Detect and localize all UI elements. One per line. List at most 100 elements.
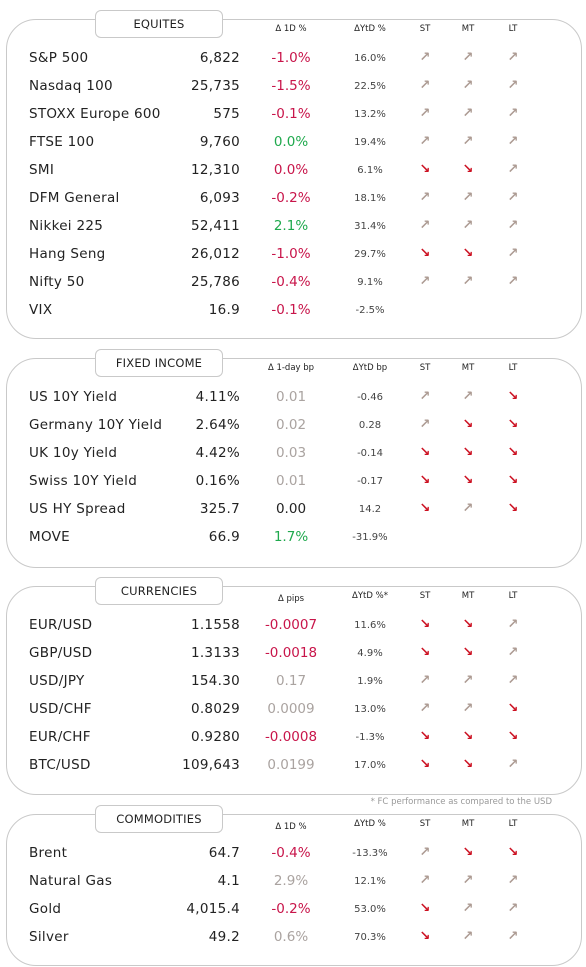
- table-row[interactable]: Nasdaq 100 25,735 -1.5% 22.5% ↗ ↗ ↗: [0, 72, 586, 100]
- table-row[interactable]: UK 10y Yield 4.42% 0.03 -0.14 ↘ ↘ ↘: [0, 439, 586, 467]
- table-row[interactable]: STOXX Europe 600 575 -0.1% 13.2% ↗ ↗ ↗: [0, 100, 586, 128]
- last-value: 64.7: [208, 845, 240, 861]
- table-row[interactable]: MOVE 66.9 1.7% -31.9%: [0, 523, 586, 551]
- daily-change: 0.00: [275, 501, 307, 517]
- col-st-header: ST: [419, 591, 431, 601]
- table-row[interactable]: S&P 500 6,822 -1.0% 16.0% ↗ ↗ ↗: [0, 44, 586, 72]
- table-row[interactable]: Gold 4,015.4 -0.2% 53.0% ↘ ↗ ↗: [0, 895, 586, 923]
- commodities-title: COMMODITIES: [95, 805, 223, 833]
- ytd-change: 11.6%: [354, 620, 386, 631]
- daily-change: 0.17: [275, 673, 307, 689]
- table-row[interactable]: EUR/CHF 0.9280 -0.0008 -1.3% ↘ ↘ ↘: [0, 723, 586, 751]
- daily-change: -0.1%: [271, 106, 311, 122]
- trend-up-arrow-icon: ↗: [462, 134, 474, 149]
- table-row[interactable]: GBP/USD 1.3133 -0.0018 4.9% ↘ ↘ ↗: [0, 639, 586, 667]
- table-row[interactable]: Swiss 10Y Yield 0.16% 0.01 -0.17 ↘ ↘ ↘: [0, 467, 586, 495]
- trend-down-arrow-icon: ↘: [462, 162, 474, 177]
- table-row[interactable]: Brent 64.7 -0.4% -13.3% ↗ ↘ ↘: [0, 839, 586, 867]
- trend-up-arrow-icon: ↗: [507, 873, 519, 888]
- table-row[interactable]: US 10Y Yield 4.11% 0.01 -0.46 ↗ ↗ ↘: [0, 383, 586, 411]
- ytd-change: 18.1%: [354, 193, 386, 204]
- daily-change: 2.1%: [273, 218, 309, 234]
- daily-change: -0.0008: [264, 729, 318, 745]
- trend-down-arrow-icon: ↘: [507, 701, 519, 716]
- trend-down-arrow-icon: ↘: [419, 473, 431, 488]
- daily-change: -0.4%: [271, 845, 311, 861]
- trend-down-arrow-icon: ↘: [419, 617, 431, 632]
- table-row[interactable]: USD/CHF 0.8029 0.0009 13.0% ↗ ↗ ↘: [0, 695, 586, 723]
- ytd-change: -1.3%: [355, 732, 385, 743]
- instrument-name: MOVE: [29, 529, 71, 545]
- table-row[interactable]: US HY Spread 325.7 0.00 14.2 ↘ ↗ ↘: [0, 495, 586, 523]
- trend-up-arrow-icon: ↗: [419, 50, 431, 65]
- ytd-change: 1.9%: [357, 676, 383, 687]
- table-row[interactable]: Natural Gas 4.1 2.9% 12.1% ↗ ↗ ↗: [0, 867, 586, 895]
- ytd-change: -13.3%: [352, 848, 388, 859]
- trend-up-arrow-icon: ↗: [462, 218, 474, 233]
- instrument-name: EUR/USD: [29, 617, 93, 633]
- trend-up-arrow-icon: ↗: [507, 106, 519, 121]
- last-value: 575: [213, 106, 240, 122]
- trend-down-arrow-icon: ↘: [507, 729, 519, 744]
- last-value: 25,786: [190, 274, 240, 290]
- ytd-change: 29.7%: [354, 249, 386, 260]
- last-value: 12,310: [190, 162, 240, 178]
- ytd-change: 13.0%: [354, 704, 386, 715]
- trend-down-arrow-icon: ↘: [462, 246, 474, 261]
- daily-change: -0.0007: [264, 617, 318, 633]
- last-value: 26,012: [190, 246, 240, 262]
- last-value: 9,760: [199, 134, 240, 150]
- ytd-change: 14.2: [358, 504, 382, 515]
- instrument-name: Germany 10Y Yield: [29, 417, 163, 433]
- daily-change: -1.0%: [271, 50, 311, 66]
- col-ytd-header: ΔYtD %: [354, 819, 386, 829]
- table-row[interactable]: FTSE 100 9,760 0.0% 19.4% ↗ ↗ ↗: [0, 128, 586, 156]
- instrument-name: FTSE 100: [29, 134, 95, 150]
- instrument-name: US HY Spread: [29, 501, 126, 517]
- daily-change: 0.0009: [267, 701, 315, 717]
- trend-up-arrow-icon: ↗: [419, 417, 431, 432]
- daily-change: 0.03: [275, 445, 307, 461]
- last-value: 49.2: [208, 929, 240, 945]
- last-value: 1.3133: [190, 645, 240, 661]
- table-row[interactable]: Silver 49.2 0.6% 70.3% ↘ ↗ ↗: [0, 923, 586, 951]
- col-st-header: ST: [419, 819, 431, 829]
- last-value: 4.11%: [195, 389, 240, 405]
- trend-down-arrow-icon: ↘: [462, 473, 474, 488]
- trend-up-arrow-icon: ↗: [462, 929, 474, 944]
- trend-down-arrow-icon: ↘: [507, 445, 519, 460]
- table-row[interactable]: Hang Seng 26,012 -1.0% 29.7% ↘ ↘ ↗: [0, 240, 586, 268]
- ytd-change: 31.4%: [354, 221, 386, 232]
- col-ytd-header: ΔYtD %*: [352, 591, 388, 601]
- currencies-panel: [6, 586, 582, 795]
- trend-up-arrow-icon: ↗: [419, 845, 431, 860]
- daily-change: 2.9%: [273, 873, 309, 889]
- trend-down-arrow-icon: ↘: [419, 929, 431, 944]
- col-mt-header: MT: [461, 591, 475, 601]
- table-row[interactable]: VIX 16.9 -0.1% -2.5%: [0, 296, 586, 324]
- table-row[interactable]: Nikkei 225 52,411 2.1% 31.4% ↗ ↗ ↗: [0, 212, 586, 240]
- trend-up-arrow-icon: ↗: [419, 134, 431, 149]
- ytd-change: -2.5%: [355, 305, 385, 316]
- trend-up-arrow-icon: ↗: [419, 106, 431, 121]
- table-row[interactable]: USD/JPY 154.30 0.17 1.9% ↗ ↗ ↗: [0, 667, 586, 695]
- instrument-name: Brent: [29, 845, 68, 861]
- ytd-change: 16.0%: [354, 53, 386, 64]
- table-row[interactable]: Germany 10Y Yield 2.64% 0.02 0.28 ↗ ↘ ↘: [0, 411, 586, 439]
- table-row[interactable]: SMI 12,310 0.0% 6.1% ↘ ↘ ↗: [0, 156, 586, 184]
- last-value: 6,822: [199, 50, 240, 66]
- trend-up-arrow-icon: ↗: [462, 190, 474, 205]
- last-value: 66.9: [208, 529, 240, 545]
- table-row[interactable]: DFM General 6,093 -0.2% 18.1% ↗ ↗ ↗: [0, 184, 586, 212]
- col-ytd-header: ΔYtD %: [354, 24, 386, 34]
- col-st-header: ST: [419, 363, 431, 373]
- table-row[interactable]: BTC/USD 109,643 0.0199 17.0% ↘ ↘ ↗: [0, 751, 586, 779]
- trend-up-arrow-icon: ↗: [507, 190, 519, 205]
- table-row[interactable]: EUR/USD 1.1558 -0.0007 11.6% ↘ ↘ ↗: [0, 611, 586, 639]
- commodities-panel: [6, 814, 582, 966]
- instrument-name: SMI: [29, 162, 55, 178]
- trend-up-arrow-icon: ↗: [507, 645, 519, 660]
- table-row[interactable]: Nifty 50 25,786 -0.4% 9.1% ↗ ↗ ↗: [0, 268, 586, 296]
- trend-down-arrow-icon: ↘: [507, 389, 519, 404]
- col-mt-header: MT: [461, 24, 475, 34]
